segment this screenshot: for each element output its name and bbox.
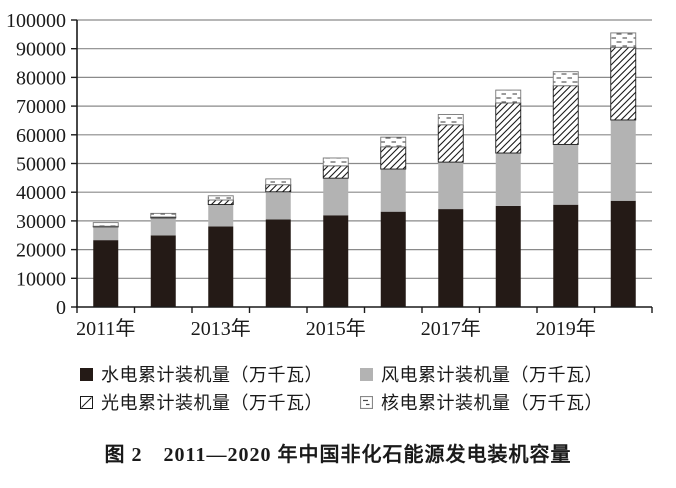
- bar-segment: [322, 165, 349, 179]
- bar-segment: [380, 146, 407, 170]
- bar-segment: [150, 235, 176, 307]
- bar-segment: [150, 217, 176, 236]
- bar-segment: [93, 240, 119, 307]
- nuclear-swatch-icon: [360, 395, 373, 409]
- bar-segment: [610, 200, 636, 307]
- x-axis-tick-label: 2013年: [191, 317, 251, 340]
- y-axis-tick-label: 0: [56, 297, 66, 319]
- bar-segment: [437, 113, 464, 126]
- figure-caption: 图 2 2011—2020 年中国非化石能源发电装机容量: [104, 444, 572, 466]
- wind-swatch-icon: [360, 367, 373, 381]
- y-axis-tick-label: 50000: [16, 154, 66, 176]
- x-axis-tick-label: 2015年: [306, 317, 366, 340]
- y-axis-tick-label: 10000: [16, 268, 66, 290]
- bar-segment: [495, 89, 522, 104]
- bar-segment: [323, 215, 349, 307]
- x-axis-tick-label: 2019年: [536, 317, 596, 340]
- y-axis-tick-label: 30000: [16, 211, 66, 233]
- bar-segment: [380, 169, 406, 212]
- bar-segment: [552, 85, 579, 145]
- stacked-bar-chart: 0 10000 20000 30000 40000 50000 60000 70000 8000…: [6, 10, 653, 340]
- y-axis-tick-label: 40000: [16, 182, 66, 204]
- bar-segment: [610, 46, 637, 121]
- bar-segment: [495, 153, 521, 206]
- x-axis-tick-label: 2011年: [76, 317, 135, 340]
- legend-label-wind: 风电累计装机量（万千瓦）: [381, 365, 603, 385]
- bar-segment: [610, 32, 637, 48]
- legend-label-hydro: 水电累计装机量（万千瓦）: [101, 365, 323, 385]
- legend-item-nuclear: 核电累计装机量（万千瓦）: [360, 389, 640, 415]
- bar-segment: [437, 124, 464, 163]
- y-axis-tick-label: 70000: [16, 96, 66, 118]
- legend-row-1: 水电累计装机量（万千瓦） 风电累计装机量（万千瓦）: [80, 360, 676, 388]
- bar-segment: [380, 211, 406, 307]
- axis-labels: 0 10000 20000 30000 40000 50000 60000 70000 8000…: [6, 10, 596, 340]
- hydro-swatch-icon: [80, 367, 93, 381]
- bar-segment: [208, 226, 234, 307]
- bar-segment: [495, 102, 522, 154]
- legend-label-nuclear: 核电累计装机量（万千瓦）: [381, 393, 603, 413]
- bar-segment: [207, 199, 234, 206]
- legend-item-hydro: 水电累计装机量（万千瓦）: [80, 361, 360, 387]
- bar-segment: [92, 222, 119, 227]
- y-axis-tick-label: 90000: [16, 39, 66, 61]
- bar-segment: [438, 162, 464, 210]
- bar-segment: [265, 219, 291, 307]
- y-axis-tick-label: 80000: [16, 67, 66, 89]
- legend-label-solar: 光电累计装机量（万千瓦）: [101, 393, 323, 413]
- bar-segment: [93, 226, 119, 241]
- bar-segment: [265, 178, 292, 186]
- legend-row-2: 光电累计装机量（万千瓦） 核电累计装机量（万千瓦）: [80, 388, 676, 416]
- bar-segment: [553, 204, 579, 307]
- bar-segment: [380, 136, 407, 148]
- bar-segment: [208, 204, 234, 227]
- bar-segment: [265, 191, 291, 220]
- bar-segment: [323, 178, 349, 216]
- legend-item-solar: 光电累计装机量（万千瓦）: [80, 389, 360, 415]
- bar-segment: [610, 119, 636, 201]
- x-axis-tick-label: 2017年: [421, 317, 481, 340]
- legend: 水电累计装机量（万千瓦） 风电累计装机量（万千瓦） 光电累计装机量（万千瓦）: [0, 360, 676, 416]
- bar-segment: [553, 144, 579, 205]
- bars: [92, 32, 637, 307]
- y-axis-tick-label: 20000: [16, 240, 66, 262]
- y-axis-tick-label: 60000: [16, 125, 66, 147]
- bar-segment: [207, 195, 234, 201]
- solar-swatch-icon: [80, 395, 93, 409]
- bar-segment: [438, 209, 464, 307]
- axes: [71, 19, 653, 313]
- y-axis-tick-label: 100000: [6, 10, 66, 32]
- bar-segment: [495, 205, 521, 307]
- bar-segment: [265, 184, 292, 193]
- legend-item-wind: 风电累计装机量（万千瓦）: [360, 361, 640, 387]
- bar-segment: [552, 71, 579, 87]
- bar-segment: [322, 157, 349, 167]
- bar-segment: [150, 212, 177, 218]
